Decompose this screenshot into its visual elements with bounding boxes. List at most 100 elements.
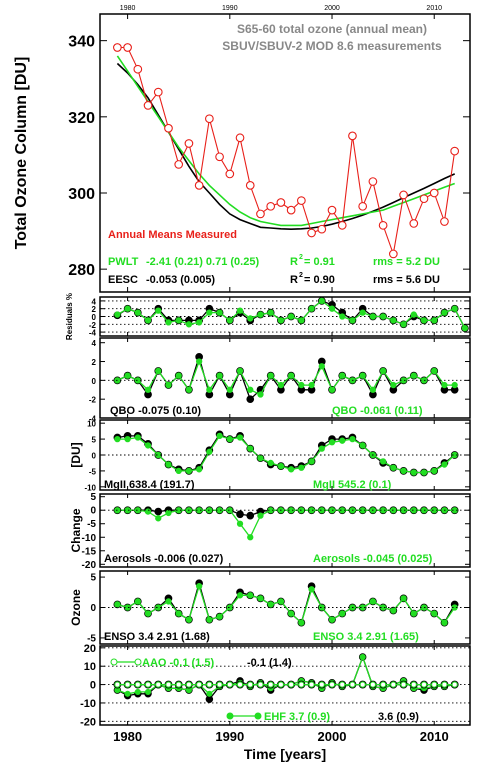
data-point xyxy=(257,391,264,398)
mgii-green-label: MgII 545.2 (0.1) xyxy=(313,479,392,491)
data-point xyxy=(410,311,417,318)
data-point xyxy=(143,101,153,110)
data-point xyxy=(339,437,346,444)
data-point xyxy=(419,194,429,204)
data-point xyxy=(297,196,306,205)
aerosols-green-label: Aerosols -0.045 (0.025) xyxy=(313,553,433,565)
data-point xyxy=(185,467,193,475)
data-point xyxy=(114,435,121,443)
data-point xyxy=(298,619,305,626)
data-point xyxy=(339,313,346,320)
top-axis-label: 1990 xyxy=(222,5,238,12)
data-point xyxy=(175,467,182,475)
y-tick-label: 10 xyxy=(84,661,96,673)
data-point xyxy=(410,681,417,688)
data-point xyxy=(165,461,172,468)
y-tick-label: -4 xyxy=(89,329,97,338)
data-point xyxy=(144,508,152,515)
pwlt-legend: PWLT xyxy=(108,256,139,268)
chart-title: S65-60 total ozone (annual mean) xyxy=(237,22,427,36)
data-point xyxy=(153,87,163,97)
x-tick-label: 1990 xyxy=(215,729,244,744)
data-point xyxy=(226,435,233,443)
aerosols-black-label: Aerosols -0.006 (0.027) xyxy=(104,553,224,565)
data-point xyxy=(257,681,264,688)
data-point xyxy=(236,367,244,375)
data-point xyxy=(206,309,213,316)
ehf-legend-marker xyxy=(226,712,234,720)
data-point xyxy=(165,381,172,389)
data-point xyxy=(124,435,131,443)
data-point xyxy=(114,601,121,608)
data-point xyxy=(134,688,141,695)
x-tick-label: 2010 xyxy=(420,729,449,744)
data-point xyxy=(134,507,141,514)
y-tick-label: 0 xyxy=(92,377,97,386)
data-point xyxy=(400,321,407,328)
data-point xyxy=(124,681,131,688)
data-point xyxy=(349,317,356,324)
data-point xyxy=(317,224,327,234)
data-point xyxy=(349,681,356,688)
mgii-panel: -10 -5 0 5 10 [DU] MgII 638.4 (191.7) MgII 545.… xyxy=(69,419,471,492)
data-point xyxy=(267,681,274,688)
data-point xyxy=(175,610,182,617)
data-point xyxy=(318,297,325,305)
data-point xyxy=(236,434,244,441)
data-point xyxy=(318,363,325,370)
data-point xyxy=(124,305,131,312)
data-point xyxy=(308,586,315,593)
data-point xyxy=(165,509,172,517)
data-point xyxy=(431,610,438,617)
qbo-black-label: QBO -0.075 (0.10) xyxy=(110,405,201,417)
data-point xyxy=(257,311,264,318)
data-point xyxy=(359,309,366,316)
y-tick-label: -10 xyxy=(80,698,96,710)
data-point xyxy=(123,43,132,52)
data-point xyxy=(185,681,193,688)
data-point xyxy=(358,201,368,211)
pwlt-values: -2.41 (0.21) 0.71 (0.25) xyxy=(146,256,259,268)
enso-panel: 5 0 -5 Ozone ENSO 3.4 2.91 (1.68) ENSO 3.4 2.… xyxy=(69,570,471,645)
x-axis-title: Time [years] xyxy=(244,746,326,762)
y-tick-label: -5 xyxy=(89,467,97,476)
aao-black-label: -0.1 (1.4) xyxy=(247,657,292,669)
data-point xyxy=(277,381,285,389)
eesc-legend: EESC xyxy=(108,274,138,286)
data-point xyxy=(327,205,337,215)
data-point xyxy=(348,131,357,141)
data-point xyxy=(450,146,460,156)
data-point xyxy=(276,198,286,207)
data-point xyxy=(247,681,254,688)
ehf-green-label: EHF 3.7 (0.9) xyxy=(264,711,330,723)
y-tick-label: 280 xyxy=(68,262,95,279)
data-point xyxy=(155,681,162,688)
y-axis-title: Ozone xyxy=(69,589,83,626)
data-point xyxy=(257,455,264,462)
eesc-line xyxy=(116,62,456,231)
data-point xyxy=(144,610,152,617)
y-tick-label: 300 xyxy=(68,186,95,203)
data-point xyxy=(257,512,264,519)
y-tick-label: 10 xyxy=(87,420,96,429)
pwlt-rms: rms = 5.2 DU xyxy=(373,256,440,268)
data-point xyxy=(257,595,264,602)
data-point xyxy=(226,507,233,514)
data-point xyxy=(431,317,438,324)
y-tick-label: -2 xyxy=(89,396,97,405)
data-point xyxy=(206,448,213,455)
data-point xyxy=(247,445,254,452)
y-tick-label: 0 xyxy=(90,680,96,692)
aao-legend-marker xyxy=(134,658,142,666)
data-point xyxy=(390,681,397,688)
aerosols-panel: 5 0 -5 -10 -15 -20 Change Aerosols -0.006 (0.02… xyxy=(69,492,471,571)
y-tick-label: 0 xyxy=(90,603,96,614)
data-point xyxy=(236,592,244,599)
data-point xyxy=(267,309,274,316)
data-point xyxy=(441,309,448,316)
y-tick-label: -15 xyxy=(82,546,97,557)
y-tick-label: 320 xyxy=(68,110,95,127)
data-point xyxy=(359,681,366,688)
data-point xyxy=(134,377,141,384)
data-point xyxy=(318,507,325,514)
